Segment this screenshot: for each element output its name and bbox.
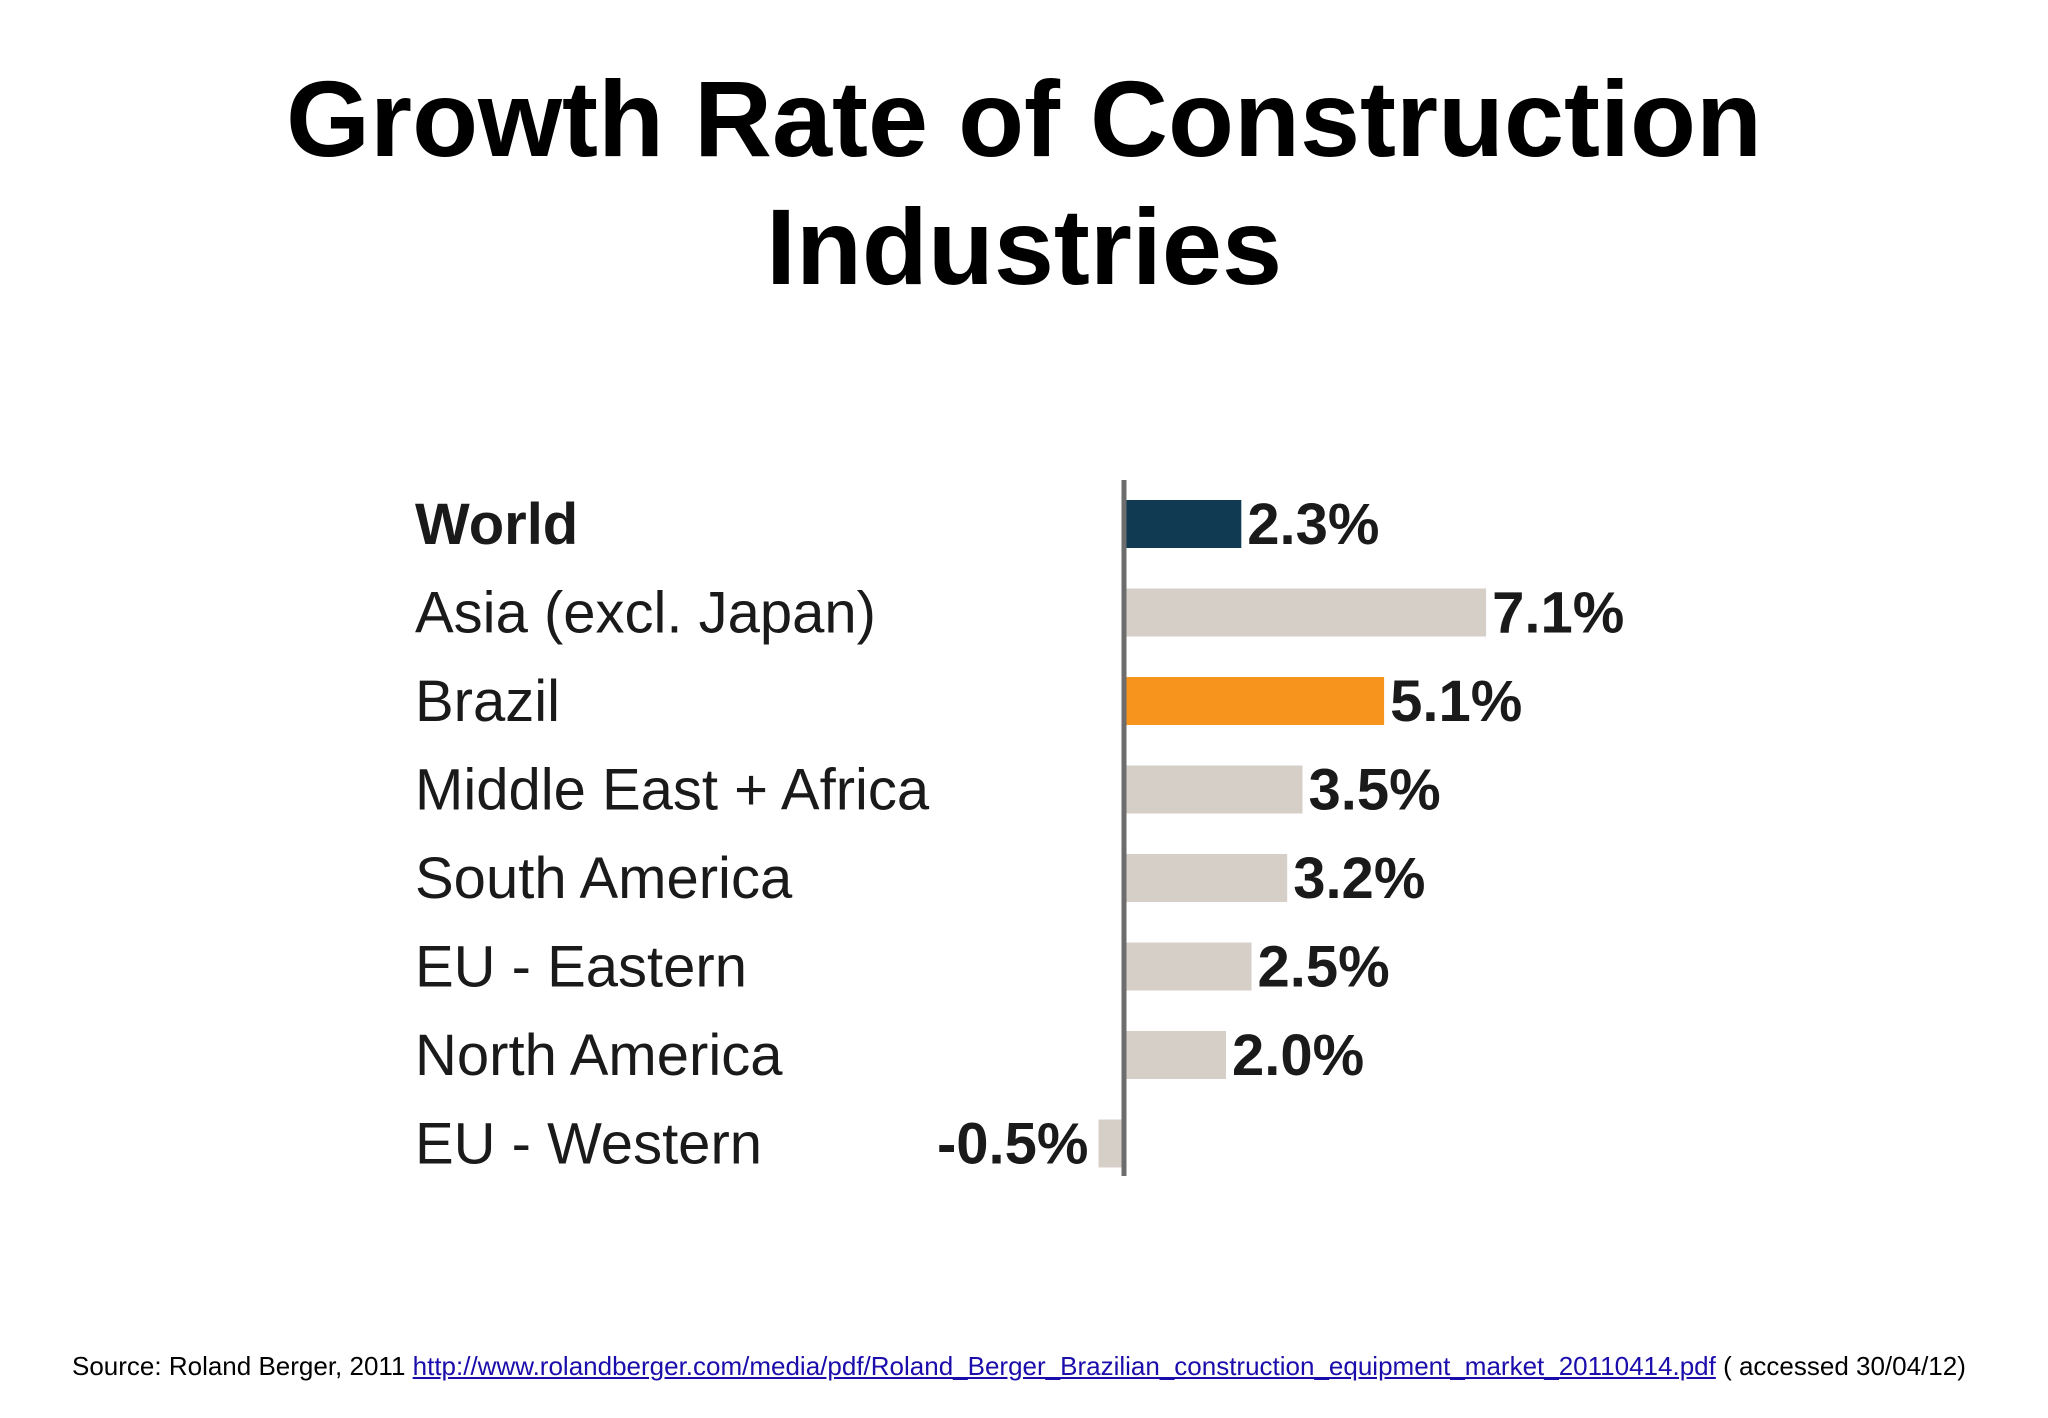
bar-south-america [1124,854,1288,902]
bar-asia-excl-japan [1124,588,1487,637]
category-label-world: World [415,492,578,557]
value-label-middle-east-africa: 3.5% [1309,758,1441,823]
bar-north-america [1124,1031,1226,1079]
value-label-north-america: 2.0% [1232,1023,1364,1088]
value-label-eu-eastern: 2.5% [1258,935,1390,1000]
category-label-north-america: North America [415,1023,783,1088]
bar-world [1124,500,1242,548]
bar-eu-western [1098,1119,1124,1168]
bar-middle-east-africa [1124,765,1303,814]
category-label-asia-excl-japan: Asia (excl. Japan) [415,581,876,646]
category-label-middle-east-africa: Middle East + Africa [415,758,930,823]
category-label-south-america: South America [415,846,793,911]
value-label-brazil: 5.1% [1390,669,1522,734]
value-label-eu-western: -0.5% [937,1112,1089,1177]
slide-title: Growth Rate of Construction Industries [286,58,1762,307]
bar-eu-eastern [1124,942,1252,991]
source-link[interactable]: http://www.rolandberger.com/media/pdf/Ro… [412,1351,1716,1381]
category-label-eu-eastern: EU - Eastern [415,935,747,1000]
source-accessed: ( accessed 30/04/12) [1715,1351,1966,1381]
value-label-asia-excl-japan: 7.1% [1492,581,1624,646]
source-text: Source: Roland Berger, 2011 [72,1351,413,1381]
category-label-eu-western: EU - Western [415,1112,762,1177]
value-label-south-america: 3.2% [1293,846,1425,911]
value-label-world: 2.3% [1247,492,1379,557]
bar-brazil [1124,677,1385,725]
source-note: Source: Roland Berger, 2011 http://www.r… [72,1350,2012,1382]
category-label-brazil: Brazil [415,669,560,734]
